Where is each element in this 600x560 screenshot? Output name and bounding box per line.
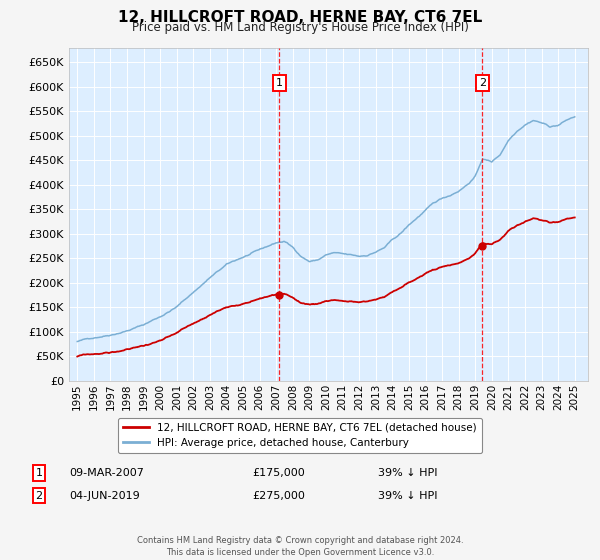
Text: 1: 1 [35, 468, 43, 478]
Text: 2: 2 [35, 491, 43, 501]
Text: 12, HILLCROFT ROAD, HERNE BAY, CT6 7EL: 12, HILLCROFT ROAD, HERNE BAY, CT6 7EL [118, 10, 482, 25]
Text: 2: 2 [479, 78, 486, 88]
Legend: 12, HILLCROFT ROAD, HERNE BAY, CT6 7EL (detached house), HPI: Average price, det: 12, HILLCROFT ROAD, HERNE BAY, CT6 7EL (… [118, 418, 482, 453]
Text: Price paid vs. HM Land Registry's House Price Index (HPI): Price paid vs. HM Land Registry's House … [131, 21, 469, 34]
Text: 1: 1 [276, 78, 283, 88]
Text: £275,000: £275,000 [252, 491, 305, 501]
Text: 09-MAR-2007: 09-MAR-2007 [69, 468, 144, 478]
Text: 39% ↓ HPI: 39% ↓ HPI [378, 491, 437, 501]
Text: 04-JUN-2019: 04-JUN-2019 [69, 491, 140, 501]
Text: Contains HM Land Registry data © Crown copyright and database right 2024.
This d: Contains HM Land Registry data © Crown c… [137, 536, 463, 557]
Text: 39% ↓ HPI: 39% ↓ HPI [378, 468, 437, 478]
Text: £175,000: £175,000 [252, 468, 305, 478]
